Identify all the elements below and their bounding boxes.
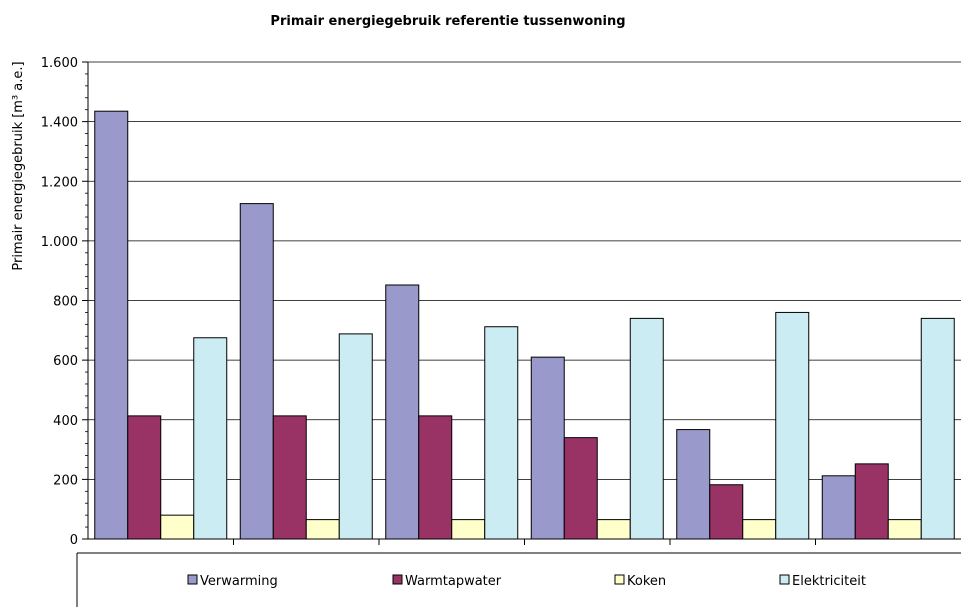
y-axis-ticks: 0 200 400 600 800 1.000 1.200 1.400 1.600 — [41, 56, 78, 548]
bar-koken — [887, 519, 922, 540]
bar-koken — [596, 519, 631, 540]
y-axis-label: Primair energiegebruik [m³ a.e.] — [11, 61, 26, 270]
bars — [94, 110, 955, 540]
legend-swatch — [779, 574, 790, 585]
bar-verwarming — [821, 475, 856, 540]
bar-verwarming — [239, 203, 274, 540]
bar-koken — [742, 519, 777, 540]
gridlines — [88, 61, 961, 480]
bar-elektriciteit — [775, 311, 810, 540]
legend-swatch — [392, 574, 403, 585]
chart-title: Primair energiegebruik referentie tussen… — [270, 14, 625, 29]
bar-warmtapwater — [563, 437, 598, 540]
bar-elektriciteit — [338, 333, 373, 540]
y-tick-label: 0 — [70, 533, 78, 548]
y-tick-label: 1.400 — [41, 116, 78, 131]
bar-koken — [305, 519, 340, 540]
legend-swatch — [187, 574, 198, 585]
bar-verwarming — [676, 429, 711, 540]
bar-elektriciteit — [193, 337, 228, 540]
bar-elektriciteit — [484, 326, 519, 540]
legend: Verwarming Warmtapwater Koken Elektriciteit — [76, 552, 961, 607]
legend-label: Koken — [627, 574, 666, 589]
axes — [82, 61, 961, 545]
bar-koken — [160, 514, 195, 540]
bar-warmtapwater — [854, 463, 889, 540]
bar-warmtapwater — [709, 484, 744, 540]
bar-verwarming — [385, 284, 420, 540]
bar-warmtapwater — [418, 415, 453, 540]
legend-label: Verwarming — [200, 574, 278, 589]
bar-warmtapwater — [272, 415, 307, 540]
y-tick-label: 1.200 — [41, 175, 78, 190]
y-tick-label: 800 — [53, 295, 78, 310]
y-tick-label: 1.000 — [41, 235, 78, 250]
bar-warmtapwater — [127, 415, 162, 540]
bar-verwarming — [94, 110, 129, 540]
y-tick-label: 1.600 — [41, 56, 78, 71]
y-tick-label: 400 — [53, 414, 78, 429]
bar-verwarming — [530, 356, 565, 540]
legend-label: Elektriciteit — [792, 574, 866, 589]
bar-elektriciteit — [629, 317, 664, 540]
y-tick-label: 600 — [53, 354, 78, 369]
legend-swatch — [614, 574, 625, 585]
bar-koken — [451, 519, 486, 540]
bar-elektriciteit — [920, 317, 955, 540]
legend-label: Warmtapwater — [405, 574, 502, 589]
y-tick-label: 200 — [53, 473, 78, 488]
